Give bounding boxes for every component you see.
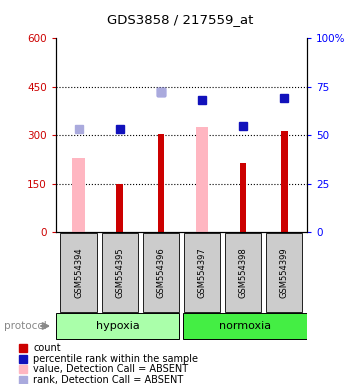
Text: GSM554396: GSM554396 [156, 247, 165, 298]
Text: GSM554397: GSM554397 [197, 247, 206, 298]
Bar [196, 127, 208, 232]
Text: GSM554398: GSM554398 [239, 247, 248, 298]
Text: count: count [33, 343, 61, 353]
FancyBboxPatch shape [266, 233, 302, 312]
FancyBboxPatch shape [184, 233, 220, 312]
Bar [157, 134, 164, 232]
FancyBboxPatch shape [225, 233, 261, 312]
FancyBboxPatch shape [183, 313, 307, 339]
Text: value, Detection Call = ABSENT: value, Detection Call = ABSENT [33, 364, 188, 374]
Bar [281, 131, 287, 232]
FancyBboxPatch shape [101, 233, 138, 312]
Text: GSM554395: GSM554395 [115, 247, 124, 298]
Text: GSM554399: GSM554399 [280, 247, 289, 298]
Text: percentile rank within the sample: percentile rank within the sample [33, 354, 198, 364]
Bar [73, 158, 85, 232]
FancyBboxPatch shape [143, 233, 179, 312]
Text: GSM554394: GSM554394 [74, 247, 83, 298]
Text: normoxia: normoxia [219, 321, 271, 331]
Text: rank, Detection Call = ABSENT: rank, Detection Call = ABSENT [33, 375, 183, 384]
Bar [240, 163, 247, 232]
Text: GDS3858 / 217559_at: GDS3858 / 217559_at [107, 13, 254, 26]
FancyBboxPatch shape [56, 313, 179, 339]
FancyBboxPatch shape [61, 233, 97, 312]
Text: hypoxia: hypoxia [96, 321, 139, 331]
Bar [116, 184, 123, 232]
Text: protocol: protocol [4, 321, 46, 331]
